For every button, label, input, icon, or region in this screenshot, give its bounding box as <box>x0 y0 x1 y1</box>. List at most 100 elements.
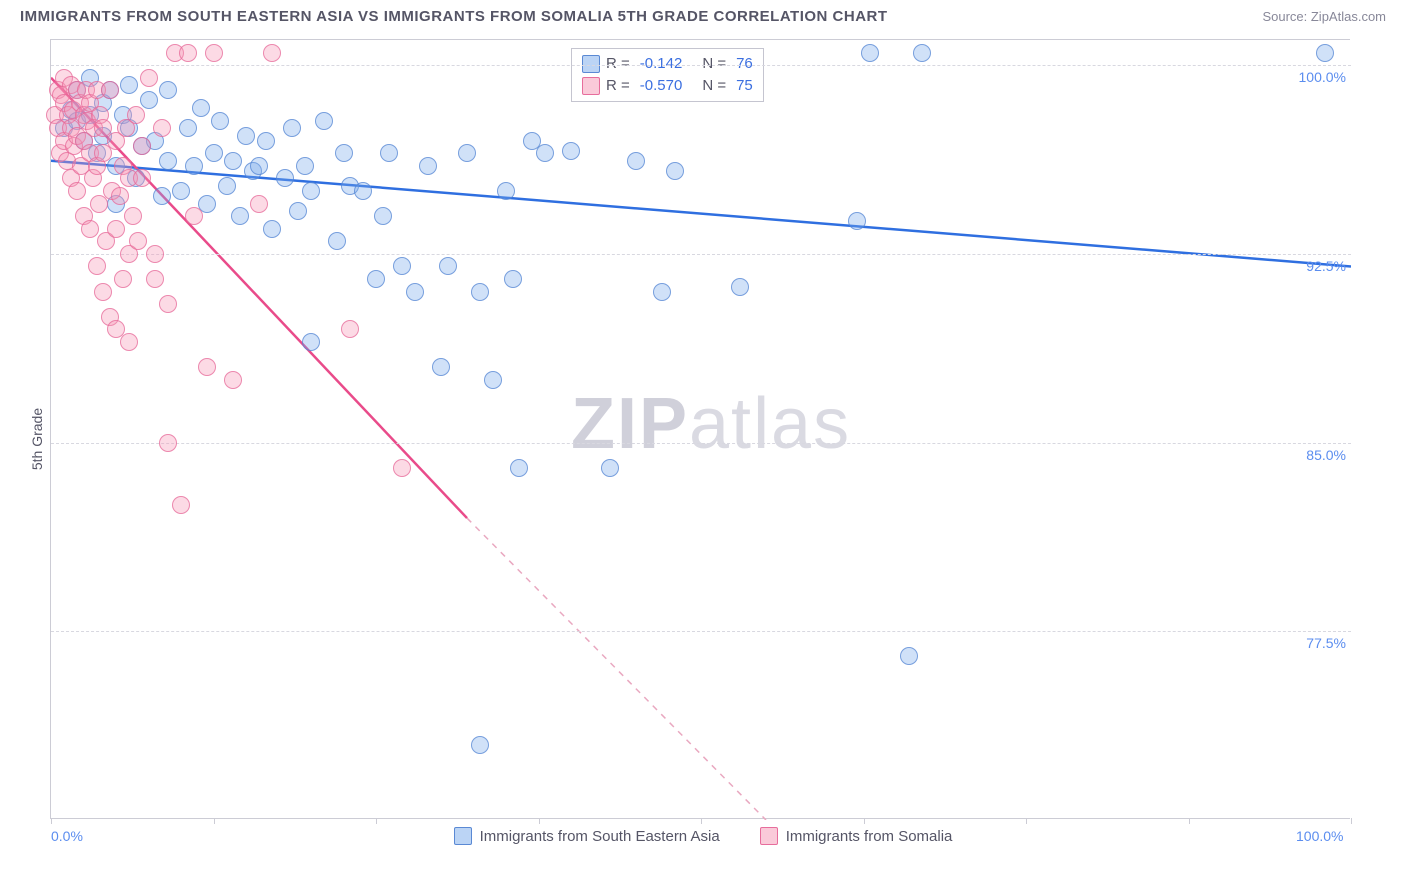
x-tick <box>1026 818 1027 824</box>
scatter-point <box>192 99 210 117</box>
scatter-point <box>124 207 142 225</box>
x-tick <box>1351 818 1352 824</box>
series-legend-item: Immigrants from South Eastern Asia <box>454 827 720 845</box>
chart-area: 5th Grade ZIPatlas R =-0.142N =76R =-0.5… <box>0 29 1406 849</box>
y-tick-label: 100.0% <box>1291 69 1346 85</box>
scatter-point <box>393 257 411 275</box>
scatter-point <box>218 177 236 195</box>
legend-r-value: -0.142 <box>640 53 683 75</box>
scatter-point <box>153 187 171 205</box>
scatter-point <box>224 371 242 389</box>
scatter-point <box>205 144 223 162</box>
scatter-point <box>159 81 177 99</box>
y-tick-label: 92.5% <box>1291 258 1346 274</box>
scatter-point <box>731 278 749 296</box>
scatter-point <box>140 91 158 109</box>
scatter-point <box>159 434 177 452</box>
y-tick-label: 77.5% <box>1291 635 1346 651</box>
scatter-point <box>627 152 645 170</box>
scatter-point <box>159 295 177 313</box>
scatter-point <box>900 647 918 665</box>
scatter-point <box>861 44 879 62</box>
scatter-point <box>146 270 164 288</box>
legend-swatch <box>582 77 600 95</box>
scatter-point <box>120 76 138 94</box>
scatter-point <box>439 257 457 275</box>
scatter-point <box>263 220 281 238</box>
x-tick <box>51 818 52 824</box>
scatter-point <box>497 182 515 200</box>
trend-lines <box>51 40 1351 820</box>
legend-row: R = -0.570 N = 75 <box>582 75 753 97</box>
scatter-point <box>127 106 145 124</box>
scatter-point <box>562 142 580 160</box>
scatter-point <box>185 207 203 225</box>
x-tick <box>214 818 215 824</box>
scatter-point <box>250 157 268 175</box>
watermark-rest: atlas <box>689 384 851 464</box>
scatter-point <box>367 270 385 288</box>
y-tick-label: 85.0% <box>1291 447 1346 463</box>
scatter-point <box>257 132 275 150</box>
correlation-legend: R =-0.142N =76R =-0.570N =75 <box>571 48 764 102</box>
scatter-point <box>432 358 450 376</box>
scatter-point <box>250 195 268 213</box>
scatter-point <box>276 169 294 187</box>
legend-swatch <box>582 55 600 73</box>
scatter-point <box>913 44 931 62</box>
scatter-point <box>848 212 866 230</box>
scatter-point <box>666 162 684 180</box>
scatter-point <box>237 127 255 145</box>
scatter-point <box>111 187 129 205</box>
x-tick <box>1189 818 1190 824</box>
x-tick <box>376 818 377 824</box>
scatter-point <box>140 69 158 87</box>
scatter-point <box>601 459 619 477</box>
scatter-point <box>380 144 398 162</box>
scatter-point <box>120 333 138 351</box>
scatter-point <box>263 44 281 62</box>
gridline <box>51 443 1351 444</box>
scatter-point <box>114 270 132 288</box>
y-axis-label: 5th Grade <box>29 408 45 470</box>
scatter-point <box>504 270 522 288</box>
chart-source: Source: ZipAtlas.com <box>1262 9 1386 24</box>
scatter-point <box>374 207 392 225</box>
watermark-bold: ZIP <box>571 384 689 464</box>
scatter-point <box>328 232 346 250</box>
scatter-point <box>107 220 125 238</box>
series-legend-label: Immigrants from South Eastern Asia <box>480 828 720 845</box>
scatter-point <box>81 220 99 238</box>
scatter-point <box>536 144 554 162</box>
legend-n-value: 75 <box>736 75 753 97</box>
scatter-point <box>653 283 671 301</box>
scatter-point <box>153 119 171 137</box>
scatter-point <box>289 202 307 220</box>
legend-r-value: -0.570 <box>640 75 683 97</box>
scatter-point <box>458 144 476 162</box>
scatter-point <box>172 182 190 200</box>
scatter-point <box>393 459 411 477</box>
scatter-point <box>315 112 333 130</box>
legend-n-label: N = <box>702 75 726 97</box>
series-legend-label: Immigrants from Somalia <box>786 828 953 845</box>
legend-r-label: R = <box>606 75 630 97</box>
chart-header: IMMIGRANTS FROM SOUTH EASTERN ASIA VS IM… <box>0 0 1406 29</box>
legend-row: R =-0.142N =76 <box>582 53 753 75</box>
scatter-point <box>68 182 86 200</box>
scatter-point <box>129 232 147 250</box>
legend-r-label: R = <box>606 53 630 75</box>
chart-title: IMMIGRANTS FROM SOUTH EASTERN ASIA VS IM… <box>20 8 888 25</box>
legend-n-label: N = <box>702 53 726 75</box>
scatter-point <box>198 358 216 376</box>
scatter-point <box>302 333 320 351</box>
scatter-point <box>179 44 197 62</box>
scatter-point <box>185 157 203 175</box>
scatter-point <box>484 371 502 389</box>
scatter-point <box>406 283 424 301</box>
scatter-point <box>510 459 528 477</box>
scatter-point <box>283 119 301 137</box>
scatter-point <box>419 157 437 175</box>
legend-swatch <box>760 827 778 845</box>
scatter-point <box>354 182 372 200</box>
